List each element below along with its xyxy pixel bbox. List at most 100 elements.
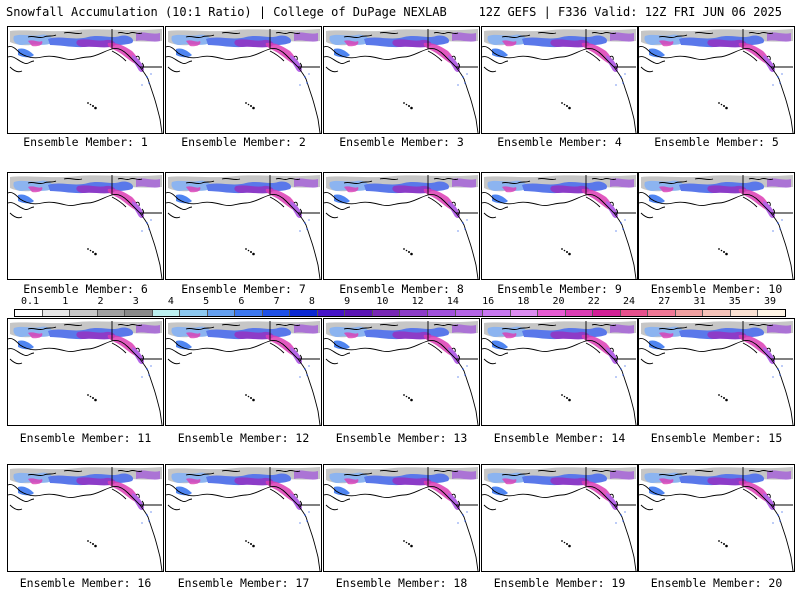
ensemble-member-label: Ensemble Member: 13: [335, 431, 468, 445]
colorbar-swatch: [235, 310, 263, 316]
ensemble-member-label: Ensemble Member: 5: [654, 135, 779, 149]
colorbar-tick-label: 24: [623, 296, 636, 307]
ensemble-member-label: Ensemble Member: 20: [650, 576, 783, 590]
colorbar-tick-label: 16: [482, 296, 495, 307]
ensemble-member-label: Ensemble Member: 6: [23, 282, 148, 296]
colorbar-swatch: [317, 310, 346, 316]
ensemble-map-panel: [481, 26, 638, 134]
colorbar-tick-label: 5: [203, 296, 210, 307]
ensemble-map-panel: [165, 172, 322, 280]
ensemble-map-panel: [323, 172, 480, 280]
snowfall-map: [324, 175, 479, 279]
snowfall-map: [166, 29, 321, 133]
ensemble-member-label: Ensemble Member: 14: [493, 431, 626, 445]
snowfall-map: [639, 321, 794, 425]
ensemble-member-label: Ensemble Member: 7: [181, 282, 306, 296]
colorbar-swatch: [593, 310, 621, 316]
ensemble-map-panel: [638, 464, 795, 572]
snowfall-map: [8, 175, 163, 279]
ensemble-member-label: Ensemble Member: 11: [19, 431, 152, 445]
snowfall-map: [639, 175, 794, 279]
snowfall-map: [8, 467, 163, 571]
snowfall-map: [482, 175, 637, 279]
colorbar-tick-label: 4: [167, 296, 174, 307]
ensemble-map-panel: [323, 26, 480, 134]
ensemble-map-panel: [7, 26, 164, 134]
snowfall-map: [8, 321, 163, 425]
colorbar-tick-label: 8: [308, 296, 315, 307]
ensemble-map-panel: [323, 464, 480, 572]
colorbar-swatch: [675, 310, 704, 316]
colorbar: [14, 309, 786, 317]
ensemble-map-panel: [165, 26, 322, 134]
colorbar-tick-labels: 0.1 1 2 3 4 5 6 7 8 9 10 12 14 16 18 20 22 24 27 31 35 39: [14, 296, 786, 308]
ensemble-member-label: Ensemble Member: 18: [335, 576, 468, 590]
snowfall-map: [639, 467, 794, 571]
colorbar-swatch: [455, 310, 484, 316]
colorbar-swatch: [620, 310, 649, 316]
snowfall-map: [166, 467, 321, 571]
ensemble-member-label: Ensemble Member: 16: [19, 576, 152, 590]
ensemble-map-panel: [7, 464, 164, 572]
colorbar-tick-label: 9: [344, 296, 351, 307]
snowfall-map: [166, 175, 321, 279]
snowfall-map: [639, 29, 794, 133]
colorbar-swatch: [510, 310, 539, 316]
colorbar-tick-label: 1: [62, 296, 69, 307]
colorbar-swatch: [262, 310, 291, 316]
ensemble-map-panel: [638, 26, 795, 134]
colorbar-swatch: [565, 310, 594, 316]
colorbar-tick-label: 18: [517, 296, 530, 307]
ensemble-member-label: Ensemble Member: 15: [650, 431, 783, 445]
map-title: Snowfall Accumulation (10:1 Ratio) | Col…: [6, 5, 447, 19]
snowfall-map: [324, 321, 479, 425]
colorbar-swatch: [483, 310, 511, 316]
colorbar-tick-label: 12: [411, 296, 424, 307]
colorbar-tick-label: 14: [446, 296, 459, 307]
colorbar-swatch: [152, 310, 181, 316]
ensemble-member-label: Ensemble Member: 10: [650, 282, 783, 296]
colorbar-swatch: [290, 310, 318, 316]
colorbar-tick-label: 35: [728, 296, 741, 307]
colorbar-tick-label: 2: [97, 296, 104, 307]
ensemble-map-panel: [165, 318, 322, 426]
ensemble-member-label: Ensemble Member: 17: [177, 576, 310, 590]
colorbar-swatch: [648, 310, 676, 316]
colorbar-swatch: [758, 310, 785, 316]
colorbar-tick-label: 20: [552, 296, 565, 307]
colorbar-swatch: [207, 310, 236, 316]
ensemble-map-panel: [7, 172, 164, 280]
colorbar-swatch: [180, 310, 208, 316]
colorbar-swatch: [400, 310, 428, 316]
colorbar-swatch: [730, 310, 759, 316]
colorbar-tick-label: 7: [273, 296, 280, 307]
snowfall-map: [482, 29, 637, 133]
colorbar-swatch: [538, 310, 566, 316]
ensemble-map-panel: [165, 464, 322, 572]
colorbar-swatch: [427, 310, 456, 316]
snowfall-map: [8, 29, 163, 133]
ensemble-map-panel: [638, 318, 795, 426]
ensemble-map-panel: [323, 318, 480, 426]
ensemble-map-panel: [7, 318, 164, 426]
colorbar-swatch: [70, 310, 98, 316]
ensemble-map-panel: [481, 172, 638, 280]
ensemble-member-label: Ensemble Member: 12: [177, 431, 310, 445]
colorbar-swatch: [372, 310, 401, 316]
ensemble-map-panel: [481, 464, 638, 572]
ensemble-map-panel: [638, 172, 795, 280]
colorbar-tick-label: 6: [238, 296, 245, 307]
ensemble-member-label: Ensemble Member: 3: [339, 135, 464, 149]
snowfall-map: [166, 321, 321, 425]
ensemble-member-label: Ensemble Member: 19: [493, 576, 626, 590]
ensemble-member-label: Ensemble Member: 1: [23, 135, 148, 149]
colorbar-tick-label: 22: [587, 296, 600, 307]
colorbar-swatch: [125, 310, 153, 316]
colorbar-tick-label: 10: [376, 296, 389, 307]
ensemble-member-label: Ensemble Member: 2: [181, 135, 306, 149]
colorbar-tick-label: 0.1: [20, 296, 40, 307]
snowfall-map: [324, 467, 479, 571]
colorbar-swatch: [97, 310, 126, 316]
colorbar-swatch: [42, 310, 71, 316]
colorbar-swatch: [15, 310, 43, 316]
